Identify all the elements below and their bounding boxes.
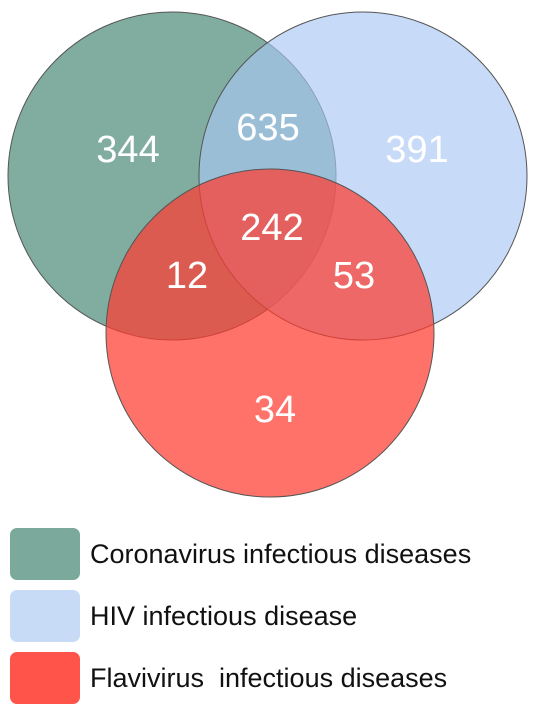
legend-item-coronavirus: Coronavirus infectious diseases: [10, 528, 540, 580]
region-coronavirus-hiv: 635: [236, 107, 299, 149]
legend-item-flavivirus: Flavivirus infectious diseases: [10, 652, 540, 704]
legend-label-coronavirus: Coronavirus infectious diseases: [90, 538, 472, 569]
region-hiv-only: 391: [385, 129, 448, 171]
region-coronavirus-flavivirus: 12: [166, 255, 208, 297]
legend-label-hiv: HIV infectious disease: [90, 600, 358, 631]
region-flavivirus-only: 34: [254, 389, 296, 431]
region-hiv-flavivirus: 53: [333, 255, 375, 297]
venn-diagram: 344 635 391 242 12 53 34: [7, 11, 528, 498]
region-all-three: 242: [240, 207, 303, 249]
legend-swatch-hiv: [10, 590, 80, 642]
region-coronavirus-only: 344: [96, 129, 159, 171]
legend-label-flavivirus: Flavivirus infectious diseases: [90, 662, 448, 693]
legend-swatch-flavivirus: [10, 652, 80, 704]
flavivirus-set-circle: [105, 168, 435, 498]
legend-swatch-coronavirus: [10, 528, 80, 580]
legend-item-hiv: HIV infectious disease: [10, 590, 540, 642]
legend: Coronavirus infectious diseases HIV infe…: [10, 528, 540, 714]
